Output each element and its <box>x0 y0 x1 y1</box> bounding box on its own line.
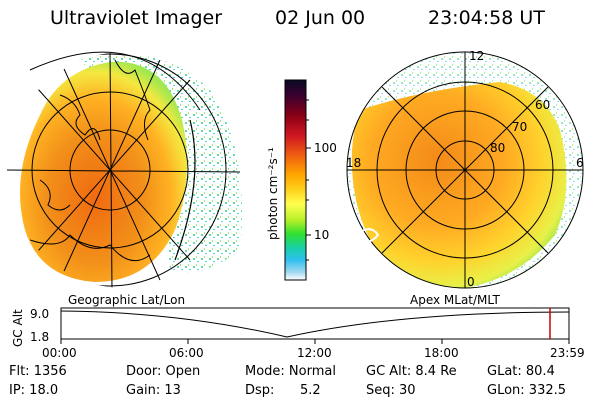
mlat-label-80: 80 <box>490 141 505 155</box>
info-gc-alt: GC Alt: 8.4 Re <box>366 364 457 379</box>
colorbar-unit-label: photon cm⁻²s⁻¹ <box>266 147 280 240</box>
mlt-label-6: 6 <box>576 156 584 170</box>
info-gain: Gain: 13 <box>126 383 181 398</box>
info-seq: Seq: 30 <box>366 383 416 398</box>
colorbar-tick-10: 10 <box>314 228 329 242</box>
mlt-label-12: 12 <box>469 49 484 63</box>
instrument-title: Ultraviolet Imager <box>50 7 223 29</box>
xtick-0000: 00:00 <box>42 346 77 360</box>
mlat-label-70: 70 <box>512 120 527 134</box>
xtick-0600: 06:00 <box>169 346 204 360</box>
altitude-ytick-high: 9.0 <box>30 307 49 321</box>
mlt-label-0: 0 <box>467 275 475 289</box>
altitude-curve <box>60 310 570 338</box>
info-glon: GLon: 332.5 <box>487 383 567 398</box>
mlat-label-60: 60 <box>535 98 550 112</box>
altitude-ylabel: GC Alt <box>11 309 25 347</box>
mlt-label-18: 18 <box>346 156 361 170</box>
color-bar <box>284 79 307 281</box>
time-label: 23:04:58 UT <box>428 7 545 29</box>
altitude-ytick-low: 1.8 <box>30 330 49 344</box>
info-dsp-label: Dsp: <box>245 383 275 398</box>
geographic-image <box>7 51 242 288</box>
info-ip: IP: 18.0 <box>9 383 59 398</box>
info-glat: GLat: 80.4 <box>487 364 555 379</box>
info-mode: Mode: Normal <box>245 364 336 379</box>
xtick-1200: 12:00 <box>297 346 332 360</box>
info-dsp-value: 5.2 <box>300 383 321 398</box>
colorbar-tick-100: 100 <box>314 141 337 155</box>
xtick-2359: 23:59 <box>550 346 585 360</box>
info-door: Door: Open <box>126 364 201 379</box>
geographic-label: Geographic Lat/Lon <box>68 293 185 307</box>
polar-label: Apex MLat/MLT <box>410 293 500 307</box>
altitude-plot-frame <box>60 307 570 340</box>
date-label: 02 Jun 00 <box>275 7 366 29</box>
polar-image <box>346 51 584 289</box>
xtick-1800: 18:00 <box>424 346 459 360</box>
info-flight: Flt: 1356 <box>9 364 67 379</box>
